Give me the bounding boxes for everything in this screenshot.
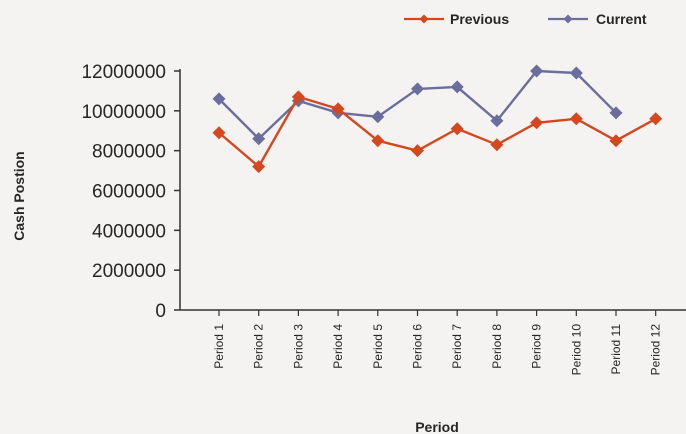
x-tick-label: Period 10 [569, 324, 583, 376]
y-tick-label: 0 [155, 301, 166, 322]
y-tick-label: 4000000 [92, 221, 166, 242]
x-tick-label: Period 7 [450, 324, 464, 369]
y-tick-label: 12000000 [81, 62, 166, 83]
y-tick-label: 10000000 [81, 102, 166, 123]
legend: Previous Current [404, 11, 647, 27]
data-point-previous [212, 126, 226, 140]
y-tick-label: 8000000 [92, 142, 166, 163]
x-tick-label: Period 12 [649, 324, 663, 376]
data-point-current [609, 106, 623, 120]
data-point-previous [450, 122, 464, 136]
x-tick-label: Period 5 [371, 324, 385, 369]
series-previous [212, 90, 663, 174]
data-point-current [530, 64, 544, 78]
y-tick-label: 2000000 [92, 261, 166, 282]
x-axis-title: Period [415, 419, 459, 434]
legend-item-current: Current [548, 11, 647, 27]
y-tick-label: 6000000 [92, 182, 166, 203]
data-point-current [490, 114, 504, 128]
data-point-previous [569, 112, 583, 126]
x-tick-label: Period 9 [530, 324, 544, 369]
legend-item-previous: Previous [404, 11, 509, 27]
x-axis: Period 1 Period 2 Period 3 Period 4 Period 5… [180, 309, 686, 376]
x-tick-label: Period 6 [411, 324, 425, 369]
data-point-previous [649, 112, 663, 126]
y-axis-title: Cash Postion [11, 151, 27, 240]
data-point-previous [291, 90, 305, 104]
series-line-current [218, 69, 617, 140]
data-point-previous [490, 138, 504, 152]
x-tick-label: Period 3 [291, 324, 305, 369]
x-tick-label: Period 8 [490, 324, 504, 369]
series-line-previous [218, 95, 657, 168]
series-layer [212, 64, 663, 174]
y-axis: 0 2000000 4000000 6000000 8000000 10000000 120… [81, 62, 181, 322]
series-current [212, 64, 623, 146]
legend-label: Current [596, 11, 647, 27]
data-point-previous [609, 134, 623, 148]
legend-marker [563, 14, 573, 24]
x-tick-label: Period 11 [609, 324, 623, 375]
data-point-previous [331, 102, 345, 116]
data-point-current [411, 82, 424, 96]
data-point-current [252, 132, 266, 146]
data-point-current [212, 92, 226, 106]
data-point-previous [371, 134, 385, 148]
data-point-current [371, 110, 385, 124]
data-point-previous [530, 116, 544, 130]
data-point-previous [411, 144, 424, 158]
data-point-previous [252, 160, 266, 174]
x-tick-label: Period 2 [252, 324, 266, 369]
legend-label: Previous [450, 11, 509, 27]
data-point-current [450, 80, 464, 94]
data-point-current [569, 66, 583, 80]
legend-marker [419, 14, 429, 24]
x-tick-label: Period 4 [331, 324, 345, 369]
x-tick-label: Period 1 [212, 324, 226, 369]
